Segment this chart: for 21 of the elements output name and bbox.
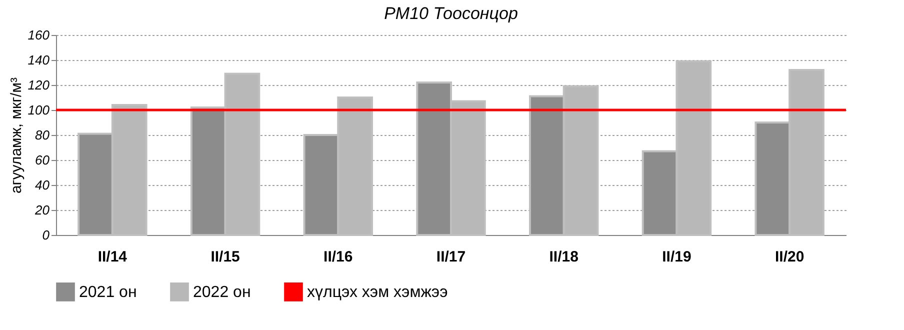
x-tick-label: II/14 — [98, 248, 128, 266]
legend-label: 2022 он — [193, 284, 251, 301]
x-tick-label: II/15 — [210, 248, 240, 266]
y-tick-label: 120 — [28, 78, 50, 92]
y-tick-label: 100 — [28, 102, 50, 118]
x-tick-label: II/20 — [774, 248, 804, 266]
legend-label: 2021 он — [79, 284, 137, 301]
x-tick-label: II/16 — [324, 248, 353, 266]
y-tick-label: 80 — [35, 128, 50, 142]
y-tick-label: 60 — [35, 152, 50, 168]
y-tick-label: 40 — [35, 178, 50, 192]
chart-title: PM10 Тоосонцор — [384, 4, 518, 23]
y-tick-label: 0 — [42, 228, 50, 242]
legend-label: хүлцэх хэм хэмжээ — [307, 284, 448, 301]
y-axis-title: агууламж, мкг/м³ — [8, 77, 25, 194]
x-tick-label: II/17 — [436, 248, 466, 266]
y-tick-label: 140 — [28, 52, 50, 68]
x-tick-label: II/19 — [662, 248, 692, 266]
y-tick-label: 160 — [28, 28, 50, 42]
x-tick-label: II/18 — [549, 248, 578, 266]
y-tick-label: 20 — [34, 202, 50, 218]
